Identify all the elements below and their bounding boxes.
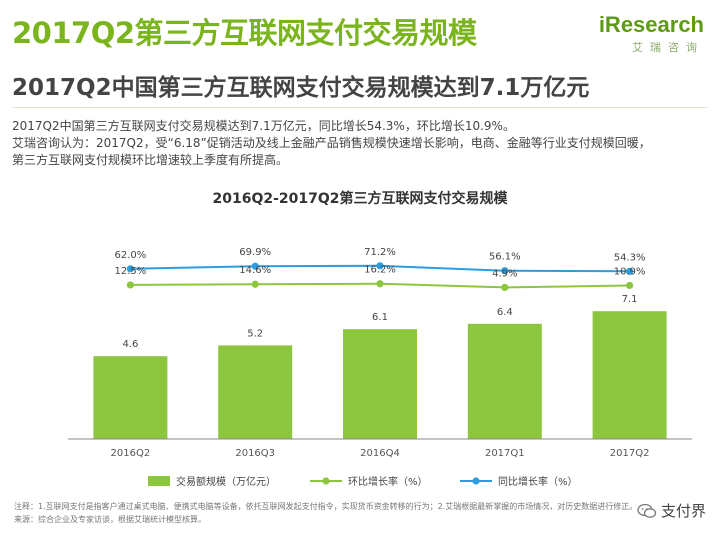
bar-2016Q3 (218, 345, 293, 439)
legend-bar-label: 交易额规模（万亿元） (176, 475, 276, 488)
qoq-point-2017Q2 (626, 281, 634, 290)
logo-sub-text: 艾瑞咨询 (632, 41, 704, 54)
bar-2017Q1 (467, 323, 542, 439)
bar-2017Q2 (592, 311, 667, 439)
x-tick-2017Q1: 2017Q1 (485, 448, 525, 459)
chart-title: 2016Q2-2017Q2第三方互联网支付交易规模 (212, 191, 508, 207)
yoy-point-2016Q4 (376, 262, 384, 270)
footnote: 注释：1.互联网支付是指客户通过桌式电脑、便携式电脑等设备，依托互联网发起支付指… (14, 500, 644, 526)
description: 2017Q2中国第三方互联网支付交易规模达到7.1万亿元，同比增长54.3%，环… (12, 118, 712, 169)
bar-label-2016Q4: 6.1 (372, 312, 388, 323)
watermark: 支付界 (637, 500, 706, 521)
qoq-point-2016Q4 (376, 280, 384, 288)
bar-2016Q2 (93, 356, 168, 439)
qoq-label-2017Q1: 4.9% (492, 268, 517, 279)
watermark-text: 支付界 (660, 502, 706, 520)
title-divider (12, 107, 708, 108)
x-tick-2017Q2: 2017Q2 (610, 448, 650, 459)
desc-line-3: 第三方互联网支付规模环比增速较上季度有所提高。 (12, 153, 289, 167)
bar-label-2017Q1: 6.4 (497, 307, 513, 318)
qoq-label-2016Q2: 12.5% (115, 266, 147, 277)
iresearch-logo: iResearch 艾瑞咨询 (599, 14, 704, 55)
x-tick-2016Q3: 2016Q3 (235, 448, 275, 459)
yoy-point-2016Q3 (251, 262, 259, 270)
yoy-point-2016Q2 (126, 265, 134, 273)
bar-2016Q4 (343, 329, 417, 439)
yoy-label-2016Q4: 71.2% (364, 247, 396, 258)
desc-line-1: 2017Q2中国第三方互联网支付交易规模达到7.1万亿元，同比增长54.3%，环… (12, 119, 515, 133)
qoq-point-2016Q2 (126, 281, 134, 289)
qoq-label-2016Q4: 16.2% (364, 265, 396, 276)
qoq-label-2016Q3: 14.6% (239, 265, 271, 276)
legend-qoq-marker (322, 477, 330, 485)
qoq-label-2017Q2: 10.9% (614, 266, 646, 277)
yoy-label-2017Q2: 54.3% (614, 252, 646, 263)
legend-yoy-marker (472, 477, 480, 485)
desc-line-2: 艾瑞咨询认为：2017Q2，受“6.18”促销活动及线上金融产品销售规模快速增长… (12, 136, 651, 150)
legend-yoy-label: 同比增长率（%） (498, 475, 578, 488)
bar-label-2017Q2: 7.1 (622, 294, 638, 305)
yoy-label-2016Q2: 62.0% (115, 250, 147, 261)
legend-bar-swatch (148, 476, 170, 486)
page-subtitle: 2017Q2中国第三方互联网支付交易规模达到7.1万亿元 (12, 75, 590, 101)
page-title: 2017Q2第三方互联网支付交易规模 (12, 16, 477, 50)
x-tick-2016Q4: 2016Q4 (360, 448, 400, 459)
logo-main-text: iResearch (598, 12, 704, 37)
footnote-line-1: 注释：1.互联网支付是指客户通过桌式电脑、便携式电脑等设备，依托互联网发起支付指… (14, 502, 638, 511)
bar-label-2016Q2: 4.6 (122, 339, 138, 350)
legend-qoq-label: 环比增长率（%） (348, 475, 428, 488)
yoy-label-2017Q1: 56.1% (489, 252, 521, 263)
yoy-point-2017Q2 (626, 267, 634, 275)
qoq-point-2017Q1 (501, 283, 509, 292)
chart-svg: 4.6 5.2 6.1 6.4 7.1 2016Q2 2016Q3 2016Q4 2017Q1 2… (68, 247, 692, 488)
yoy-point-2017Q1 (501, 267, 509, 275)
x-tick-2016Q2: 2016Q2 (111, 448, 151, 459)
footnote-line-2: 来源：综合企业及专家访谈，根据艾瑞统计模型核算。 (14, 515, 206, 524)
qoq-point-2016Q3 (251, 280, 259, 288)
bar-label-2016Q3: 5.2 (247, 328, 263, 339)
yoy-label-2016Q3: 69.9% (239, 247, 271, 258)
wechat-icon (637, 503, 657, 518)
chart-container: 2016Q2-2017Q2第三方互联网支付交易规模 4.6 5.2 6.1 6.4 7.… (20, 188, 700, 498)
